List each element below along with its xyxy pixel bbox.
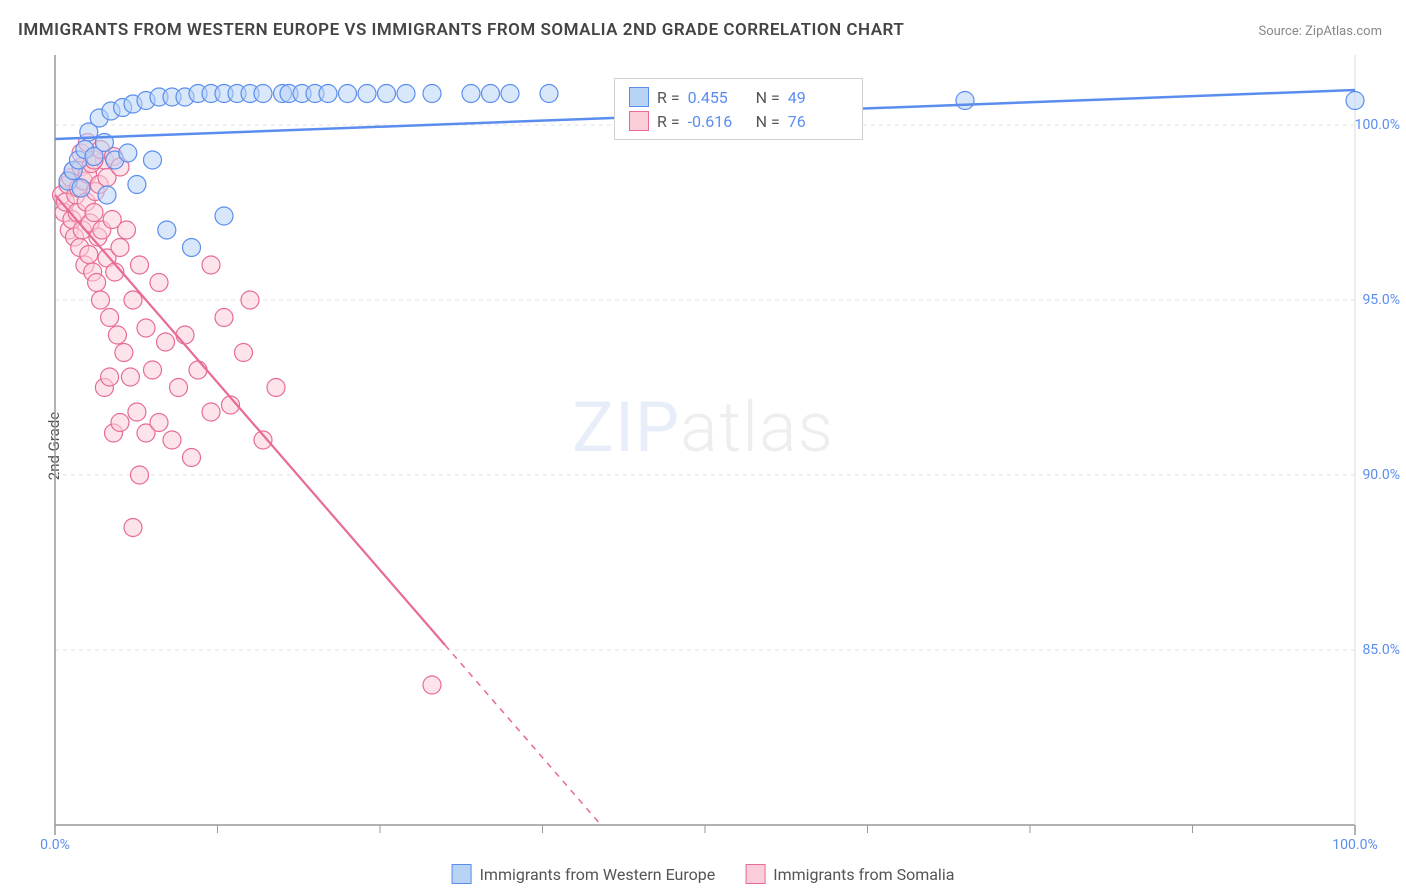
r-value: 0.455 bbox=[688, 88, 748, 107]
bottom-legend: Immigrants from Western Europe Immigrant… bbox=[452, 864, 955, 884]
legend-item-blue: Immigrants from Western Europe bbox=[452, 864, 716, 884]
n-label: N = bbox=[756, 88, 780, 107]
x-tick-label: 100.0% bbox=[1332, 837, 1377, 853]
chart-title: IMMIGRANTS FROM WESTERN EUROPE VS IMMIGR… bbox=[18, 20, 904, 40]
swatch-pink-icon bbox=[629, 111, 649, 131]
r-label: R = bbox=[657, 112, 680, 131]
legend-label: Immigrants from Somalia bbox=[773, 865, 954, 884]
n-label: N = bbox=[756, 112, 780, 131]
source-label: Source: ZipAtlas.com bbox=[1258, 24, 1382, 39]
n-value: 76 bbox=[788, 112, 848, 131]
swatch-blue-icon bbox=[452, 864, 472, 884]
stats-row-pink: R = -0.616 N = 76 bbox=[629, 109, 848, 133]
plot-area: R = 0.455 N = 49 R = -0.616 N = 76 85.0%… bbox=[55, 55, 1355, 825]
legend-item-pink: Immigrants from Somalia bbox=[745, 864, 954, 884]
y-tick-label: 85.0% bbox=[1362, 642, 1400, 658]
swatch-pink-icon bbox=[745, 864, 765, 884]
r-label: R = bbox=[657, 88, 680, 107]
x-tick-label: 0.0% bbox=[40, 837, 70, 853]
legend-label: Immigrants from Western Europe bbox=[480, 865, 716, 884]
y-tick-label: 100.0% bbox=[1355, 117, 1400, 133]
stats-legend: R = 0.455 N = 49 R = -0.616 N = 76 bbox=[614, 78, 863, 140]
r-value: -0.616 bbox=[688, 112, 748, 131]
y-tick-label: 90.0% bbox=[1362, 467, 1400, 483]
n-value: 49 bbox=[788, 88, 848, 107]
stats-row-blue: R = 0.455 N = 49 bbox=[629, 85, 848, 109]
scatter-svg bbox=[55, 55, 1355, 825]
y-tick-label: 95.0% bbox=[1362, 292, 1400, 308]
swatch-blue-icon bbox=[629, 87, 649, 107]
